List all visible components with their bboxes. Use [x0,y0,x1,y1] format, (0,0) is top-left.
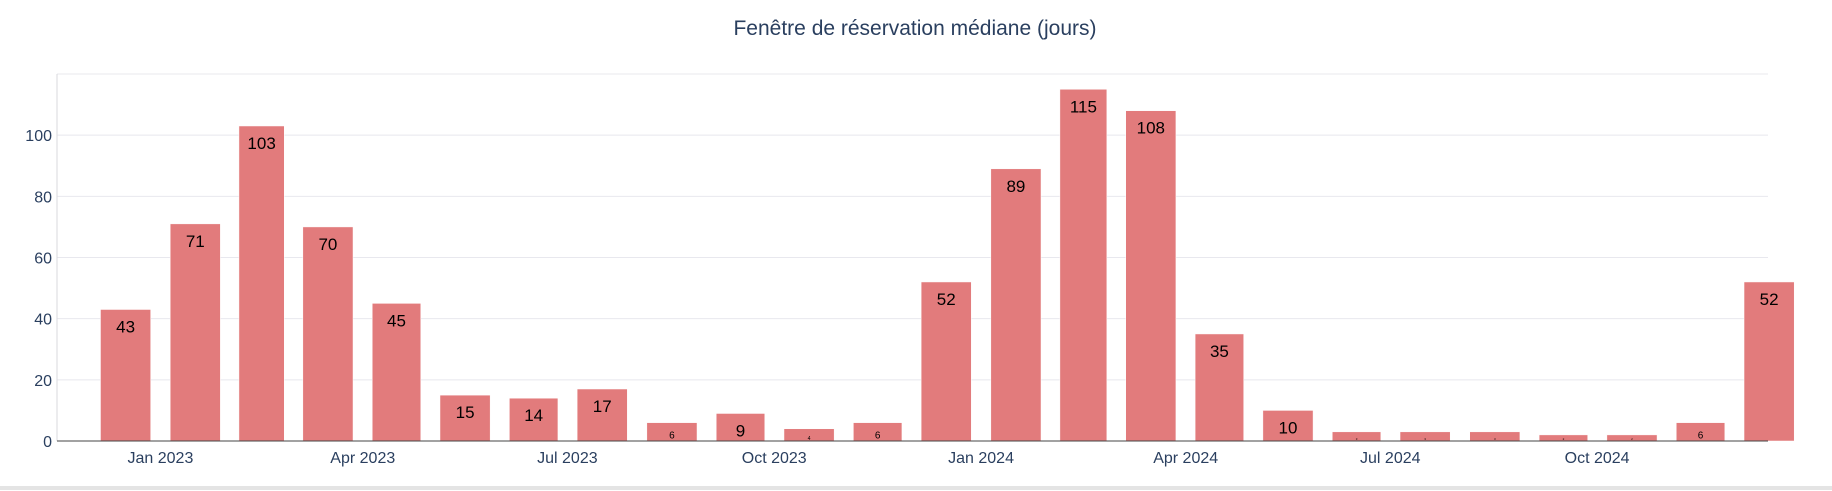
x-tick-label: Jan 2024 [948,450,1014,467]
data-label: 17 [593,397,612,416]
bottom-border [0,486,1832,490]
data-label: 3 [1356,437,1358,441]
bar [1194,333,1244,442]
bar [509,397,559,442]
data-label: 115 [1070,97,1097,116]
x-tick-label: Jan 2023 [128,450,194,467]
data-label: 35 [1210,342,1229,361]
bar [990,168,1042,442]
data-label: 52 [937,290,956,309]
y-tick-label: 100 [25,128,52,145]
bar [576,388,628,442]
bar [1743,281,1795,442]
data-label: 15 [456,403,475,422]
bar [715,413,766,442]
data-label: 9 [736,421,745,440]
y-tick-label: 0 [43,434,52,451]
bar [238,125,285,442]
data-label: 6 [875,431,881,442]
data-label: 4 [808,436,811,442]
data-label: 6 [1698,431,1704,442]
bar [371,303,422,442]
y-tick-label: 20 [34,373,52,390]
x-tick-label: Jul 2024 [1360,450,1421,467]
x-tick-label: Oct 2023 [742,450,807,467]
data-label: 2 [1631,437,1633,441]
data-label: 3 [1424,437,1426,441]
data-label: 14 [524,406,543,425]
bar [302,226,354,442]
bars [100,89,1795,442]
axes: 0 20 40 60 80 100 Jan 2023 Apr 2023 Jul 2023 Oct … [25,74,1768,467]
data-label: 89 [1006,177,1025,196]
data-label: 3 [1494,437,1496,441]
data-label: 103 [247,134,275,153]
x-tick-label: Apr 2024 [1153,450,1218,467]
data-label: 6 [669,431,675,442]
x-tick-label: Jul 2023 [537,450,598,467]
y-tick-label: 80 [34,189,52,206]
y-tick-label: 60 [34,251,52,268]
data-label: 108 [1137,119,1165,138]
bar [1125,110,1177,442]
x-tick-label: Oct 2024 [1565,450,1630,467]
x-tick-label: Apr 2023 [330,450,395,467]
bar [439,394,491,442]
bar [920,281,972,442]
data-label: 52 [1760,290,1779,309]
data-label: 45 [387,311,406,330]
bar [1059,89,1108,442]
data-label: 70 [318,235,337,254]
data-label: 71 [186,232,205,251]
bar [1262,410,1314,442]
chart-title: Fenêtre de réservation médiane (jours) [733,17,1096,40]
data-label: 43 [116,317,135,336]
data-label: 10 [1279,418,1298,437]
data-label: 2 [1563,437,1565,441]
bar [169,223,221,442]
y-tick-label: 40 [34,312,52,329]
